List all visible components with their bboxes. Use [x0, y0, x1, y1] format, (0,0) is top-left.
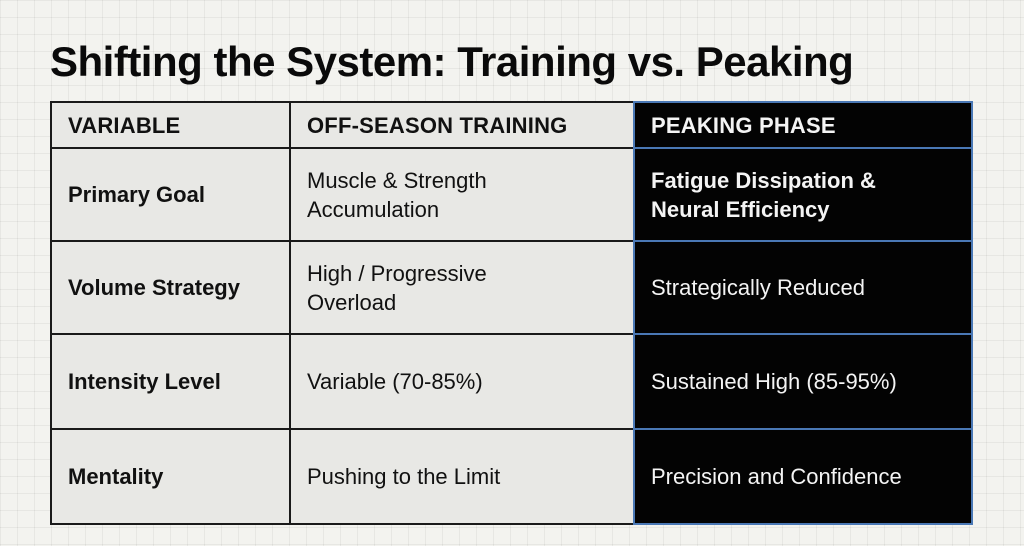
column-off-season: OFF-SEASON TRAINING Muscle & Strength Ac… [289, 101, 633, 525]
off-season-primary-goal: Muscle & Strength Accumulation [289, 147, 633, 240]
peaking-primary-goal: Fatigue Dissipation & Neural Efficiency [633, 147, 973, 240]
comparison-table: VARIABLE Primary Goal Volume Strategy In… [50, 101, 973, 525]
off-season-mentality: Pushing to the Limit [289, 428, 633, 525]
header-peaking: PEAKING PHASE [633, 101, 973, 147]
row-label-intensity-level: Intensity Level [50, 333, 289, 428]
row-label-mentality: Mentality [50, 428, 289, 525]
peaking-volume-strategy: Strategically Reduced [633, 240, 973, 333]
off-season-volume-strategy: High / Progressive Overload [289, 240, 633, 333]
off-season-primary-goal-text: Muscle & Strength Accumulation [307, 167, 487, 222]
column-variable: VARIABLE Primary Goal Volume Strategy In… [50, 101, 289, 525]
column-peaking: PEAKING PHASE Fatigue Dissipation & Neur… [633, 101, 973, 525]
off-season-volume-strategy-text: High / Progressive Overload [307, 260, 487, 315]
off-season-intensity-level: Variable (70-85%) [289, 333, 633, 428]
row-label-volume-strategy: Volume Strategy [50, 240, 289, 333]
header-variable: VARIABLE [50, 101, 289, 147]
page-title: Shifting the System: Training vs. Peakin… [50, 38, 854, 85]
peaking-intensity-level: Sustained High (85-95%) [633, 333, 973, 428]
peaking-primary-goal-text: Fatigue Dissipation & Neural Efficiency [651, 167, 876, 222]
header-off-season: OFF-SEASON TRAINING [289, 101, 633, 147]
row-label-primary-goal: Primary Goal [50, 147, 289, 240]
peaking-mentality: Precision and Confidence [633, 428, 973, 525]
